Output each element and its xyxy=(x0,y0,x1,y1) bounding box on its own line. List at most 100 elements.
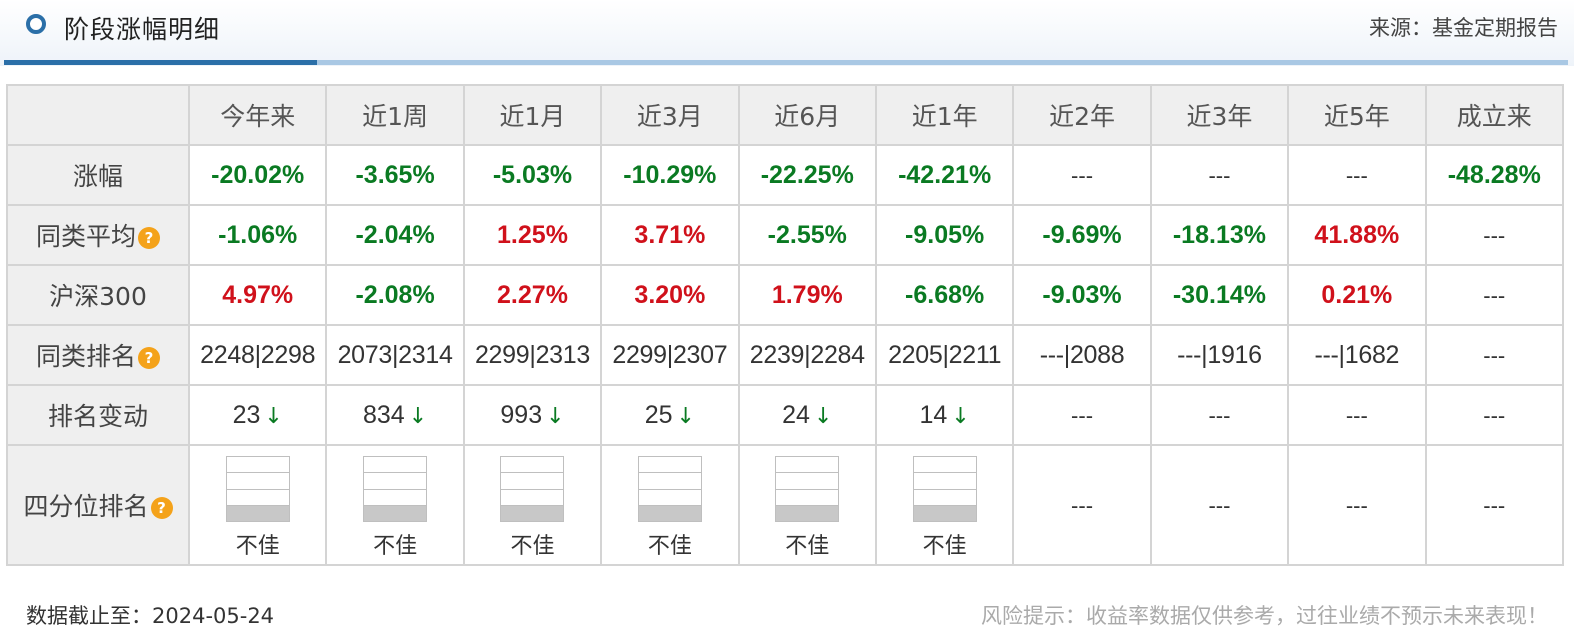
percent-value: 1.79% xyxy=(771,280,843,309)
quartile-label: 不佳 xyxy=(510,534,555,559)
row-label-text: 排名变动 xyxy=(47,402,148,431)
quartile-segment xyxy=(364,490,427,506)
table-cell: 834 ↓ xyxy=(325,384,465,446)
quartile-segment xyxy=(364,457,427,474)
rank-value: 2299|2307 xyxy=(612,340,728,369)
table-cell: -9.05% xyxy=(874,204,1015,266)
quartile-segment xyxy=(638,457,701,474)
rank-change-value: 24 xyxy=(782,400,810,429)
quartile-segment xyxy=(226,490,289,506)
column-header: 近1周 xyxy=(325,84,465,146)
table-cell: 14 ↓ xyxy=(874,384,1015,446)
empty-value: --- xyxy=(1071,403,1094,428)
table-cell: --- xyxy=(1012,144,1152,206)
column-header: 今年来 xyxy=(187,84,328,146)
table-cell: -5.03% xyxy=(462,144,603,206)
table-cell: 4.97% xyxy=(187,264,328,326)
table-cell: 不佳 xyxy=(187,444,328,566)
percent-value: -42.21% xyxy=(898,160,992,189)
table-cell: -2.55% xyxy=(737,204,877,266)
table-cell: -42.21% xyxy=(874,144,1015,206)
rank-value: ---|1916 xyxy=(1177,340,1262,369)
table-cell: -6.68% xyxy=(874,264,1015,326)
table-cell: 24 ↓ xyxy=(737,384,877,446)
quartile-segment xyxy=(501,505,564,521)
table-cell: -2.08% xyxy=(325,264,465,326)
down-arrow-icon: ↓ xyxy=(264,403,283,429)
percent-value: -20.02% xyxy=(211,160,305,189)
row-label-text: 沪深300 xyxy=(49,282,147,311)
row-label: 同类排名? xyxy=(6,324,190,386)
table-cell: --- xyxy=(1149,444,1290,566)
data-cutoff-date: 数据截止至：2024-05-24 xyxy=(26,604,275,628)
quartile-label: 不佳 xyxy=(235,534,280,559)
table-cell: 1.79% xyxy=(737,264,877,326)
rank-change-value: 834 xyxy=(363,400,405,429)
empty-value: --- xyxy=(1208,403,1231,428)
percent-value: 1.25% xyxy=(497,220,568,249)
table-row-quartile: 四分位排名? 不佳 不佳 不佳 不佳 不佳 不佳 --- --- --- --- xyxy=(6,444,1565,566)
table-cell: --- xyxy=(1012,384,1152,446)
table-cell: -48.28% xyxy=(1424,144,1565,206)
quartile-segment xyxy=(364,505,427,521)
percent-value: -9.69% xyxy=(1042,220,1122,249)
percent-value: -9.03% xyxy=(1042,280,1122,309)
table-cell: 不佳 xyxy=(462,444,603,566)
percent-value: -30.14% xyxy=(1172,280,1266,309)
row-label-text: 涨幅 xyxy=(72,162,123,191)
circle-bullet-icon xyxy=(26,14,46,34)
question-mark-icon[interactable]: ? xyxy=(138,227,160,249)
section-title: 阶段涨幅明细 xyxy=(64,15,221,44)
quartile-segment xyxy=(638,473,701,490)
question-mark-icon[interactable]: ? xyxy=(150,497,173,519)
quartile-chart xyxy=(225,456,290,522)
empty-value: --- xyxy=(1483,493,1506,518)
table-cell: -22.25% xyxy=(737,144,877,206)
row-label: 沪深300 xyxy=(6,264,190,326)
empty-value: --- xyxy=(1483,343,1506,368)
quartile-segment xyxy=(501,473,564,490)
table-cell: --- xyxy=(1287,144,1427,206)
quartile-segment xyxy=(226,473,289,490)
down-arrow-icon: ↓ xyxy=(951,403,970,429)
rank-value: 2073|2314 xyxy=(337,340,453,369)
empty-value: --- xyxy=(1071,163,1094,188)
question-mark-icon[interactable]: ? xyxy=(138,347,160,369)
quartile-segment xyxy=(776,457,839,474)
table-cell: 2073|2314 xyxy=(325,324,465,386)
percent-value: -5.03% xyxy=(492,160,573,189)
table-cell: --- xyxy=(1424,204,1565,266)
down-arrow-icon: ↓ xyxy=(408,403,428,429)
quartile-chart xyxy=(500,456,565,522)
column-header: 近5年 xyxy=(1287,84,1427,146)
row-label-text: 同类排名 xyxy=(35,342,136,371)
table-cell: 不佳 xyxy=(325,444,465,566)
table-cell: 不佳 xyxy=(600,444,740,566)
percent-value: 41.88% xyxy=(1314,220,1400,249)
quartile-segment xyxy=(776,505,839,521)
rank-value: 2239|2284 xyxy=(749,340,865,369)
table-cell: -18.13% xyxy=(1149,204,1290,266)
table-cell: 993 ↓ xyxy=(462,384,603,446)
risk-disclaimer: 风险提示：收益率数据仅供参考，过往业绩不预示未来表现！ xyxy=(981,604,1548,628)
table-cell: --- xyxy=(1424,264,1565,326)
down-arrow-icon: ↓ xyxy=(546,403,565,429)
percent-value: 2.27% xyxy=(497,280,568,309)
table-row-rank-change: 排名变动 23 ↓ 834 ↓ 993 ↓ 25 ↓ 24 ↓ 14 ↓ --- --- --- --- xyxy=(6,384,1565,446)
percent-value: -1.06% xyxy=(218,220,298,249)
empty-value: --- xyxy=(1483,223,1506,248)
section-header: 阶段涨幅明细 来源：基金定期报告 xyxy=(0,0,1574,66)
quartile-segment xyxy=(364,473,427,490)
table-cell: 0.21% xyxy=(1287,264,1427,326)
table-cell: -30.14% xyxy=(1149,264,1290,326)
table-row-peer-avg: 同类平均? -1.06% -2.04% 1.25% 3.71% -2.55% -9.05%… xyxy=(6,204,1565,266)
column-header: 近3年 xyxy=(1149,84,1290,146)
percent-value: -9.05% xyxy=(905,220,985,249)
table-cell: ---|1916 xyxy=(1149,324,1290,386)
rank-change-value: 25 xyxy=(644,400,673,429)
table-cell: 3.20% xyxy=(600,264,740,326)
quartile-label: 不佳 xyxy=(922,534,967,559)
table-row-hs300: 沪深300 4.97% -2.08% 2.27% 3.20% 1.79% -6.68% -9… xyxy=(6,264,1565,326)
percent-value: 3.71% xyxy=(634,220,706,249)
quartile-segment xyxy=(638,490,701,506)
